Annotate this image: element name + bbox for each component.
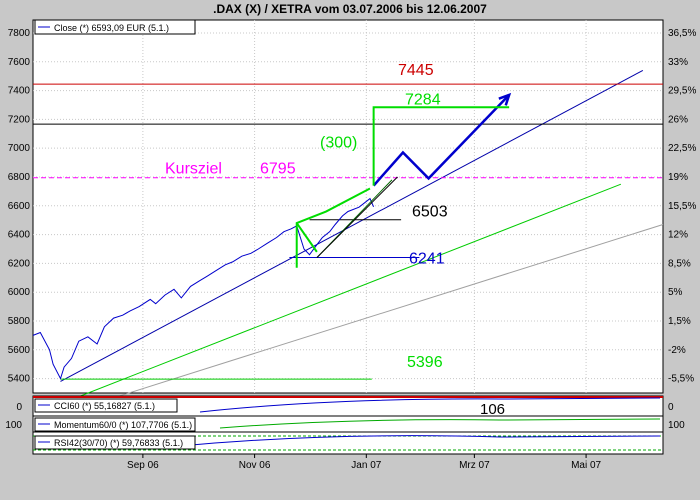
projection-path — [372, 94, 511, 187]
legend: Close (*) 6593,09 EUR (5.1.) — [34, 19, 196, 35]
cci-ref-tick-right: 0 — [668, 402, 674, 413]
annotation-drawings — [295, 92, 512, 268]
x-tick-label: Nov 06 — [239, 460, 271, 471]
projection-arrowhead — [498, 92, 512, 106]
y-right-tick-label: -5,5% — [668, 374, 694, 385]
y-right-tick-label: 19% — [668, 172, 688, 183]
green-channel-drop — [295, 222, 318, 253]
level-label-6241: 6241 — [409, 250, 445, 267]
rsi-line — [179, 435, 661, 447]
y-left-tick-label: 7200 — [8, 114, 31, 125]
y-left-tick-label: 7400 — [8, 86, 31, 97]
cci-value: 106 — [480, 401, 505, 418]
horizontal-levels — [33, 83, 663, 380]
main-panel — [32, 19, 664, 394]
legend-box — [34, 19, 196, 35]
y-left-tick-label: 7000 — [8, 143, 31, 154]
level-label-6503: 6503 — [412, 204, 448, 221]
x-tick-label: Jan 07 — [351, 460, 381, 471]
grid — [33, 20, 663, 393]
x-tick-label: Sep 06 — [127, 460, 159, 471]
cci-label: CCI60 (*) 55,16827 (5.1.) — [54, 401, 155, 411]
momentum-label: Momentum60/0 (*) 107,7706 (5.1.) — [54, 420, 192, 430]
y-left-axis: 5400 5600 5800 6000 6200 6400 6600 6800 7000 7200… — [8, 28, 31, 385]
legend-label: Close (*) 6593,09 EUR (5.1.) — [54, 23, 169, 33]
cci-ref-tick: 0 — [16, 402, 22, 413]
indicator-rsi: RSI42(30/70) (*) 59,76833 (5.1.) — [32, 431, 664, 455]
momentum-ref-tick-right: 100 — [668, 420, 685, 431]
y-right-tick-label: 15,5% — [668, 201, 696, 212]
momentum-legend-box — [34, 417, 196, 432]
x-tick-label: Mai 07 — [571, 460, 601, 471]
y-right-tick-label: 26% — [668, 114, 688, 125]
trendline — [60, 69, 644, 382]
trendline — [32, 224, 664, 424]
y-right-tick-label: 1,5% — [668, 316, 691, 327]
y-right-tick-label: 36,5% — [668, 28, 696, 39]
y-right-tick-label: 22,5% — [668, 143, 696, 154]
y-left-tick-label: 5400 — [8, 374, 31, 385]
short-trend-2 — [316, 176, 398, 258]
target-label-7284: 7284 — [405, 91, 441, 108]
momentum-ref-tick: 100 — [5, 420, 22, 431]
momentum-line — [219, 418, 661, 429]
y-right-tick-label: 12% — [668, 230, 688, 241]
close-series-line — [32, 197, 375, 380]
x-tick-label: Mrz 07 — [459, 460, 490, 471]
y-right-tick-label: 8,5% — [668, 258, 691, 269]
cci-line — [199, 397, 661, 413]
y-left-tick-label: 6200 — [8, 258, 31, 269]
y-left-tick-label: 6800 — [8, 172, 31, 183]
y-left-tick-label: 7800 — [8, 28, 31, 39]
chart-title: .DAX (X) / XETRA vom 03.07.2006 bis 12.0… — [213, 2, 487, 16]
gap-label-300: (300) — [320, 134, 357, 151]
indicator-momentum: Momentum60/0 (*) 107,7706 (5.1.) 100 100 — [5, 415, 685, 433]
y-left-tick-label: 7600 — [8, 57, 31, 68]
rsi-label: RSI42(30/70) (*) 59,76833 (5.1.) — [54, 438, 183, 448]
y-left-tick-label: 6000 — [8, 287, 31, 298]
y-right-tick-label: -2% — [668, 345, 686, 356]
trendline — [32, 183, 622, 416]
rsi-legend-box — [34, 435, 196, 450]
y-right-tick-label: 29,5% — [668, 86, 696, 97]
y-left-tick-label: 6600 — [8, 201, 31, 212]
level-label-6795: 6795 — [260, 161, 296, 178]
indicator-cci: CCI60 (*) 55,16827 (5.1.) 106 0 0 — [16, 395, 674, 418]
kursziel-label: Kursziel — [165, 161, 222, 178]
y-left-tick-label: 5800 — [8, 316, 31, 327]
green-target-step — [372, 106, 510, 186]
y-right-tick-label: 5% — [668, 287, 683, 298]
level-label-5396: 5396 — [407, 354, 443, 371]
cci-legend-box — [34, 398, 178, 413]
trendlines — [32, 69, 664, 424]
x-axis: Sep 06 Nov 06 Jan 07 Mrz 07 Mai 07 — [127, 454, 602, 471]
cci-top-band — [33, 396, 663, 398]
level-label-7445: 7445 — [398, 62, 434, 79]
y-right-tick-label: 33% — [668, 57, 688, 68]
y-left-tick-label: 6400 — [8, 230, 31, 241]
y-right-axis: -5,5% -2% 1,5% 5% 8,5% 12% 15,5% 19% 22,5% 26% 29,… — [668, 28, 696, 385]
y-left-tick-label: 5600 — [8, 345, 31, 356]
green-channel-upper — [295, 187, 371, 268]
